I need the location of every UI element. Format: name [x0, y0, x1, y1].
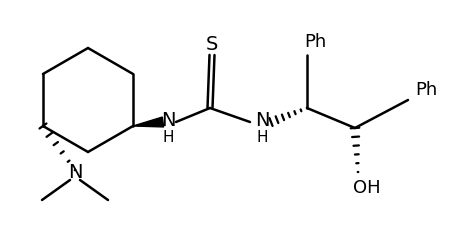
Text: OH: OH	[353, 179, 381, 197]
Text: N: N	[68, 164, 82, 183]
Text: Ph: Ph	[304, 33, 326, 51]
Text: N: N	[255, 112, 269, 131]
Text: N: N	[161, 112, 175, 131]
Text: S: S	[206, 35, 218, 55]
Text: H: H	[256, 130, 268, 144]
Text: Ph: Ph	[415, 81, 437, 99]
Polygon shape	[133, 117, 164, 127]
Text: H: H	[162, 130, 174, 144]
